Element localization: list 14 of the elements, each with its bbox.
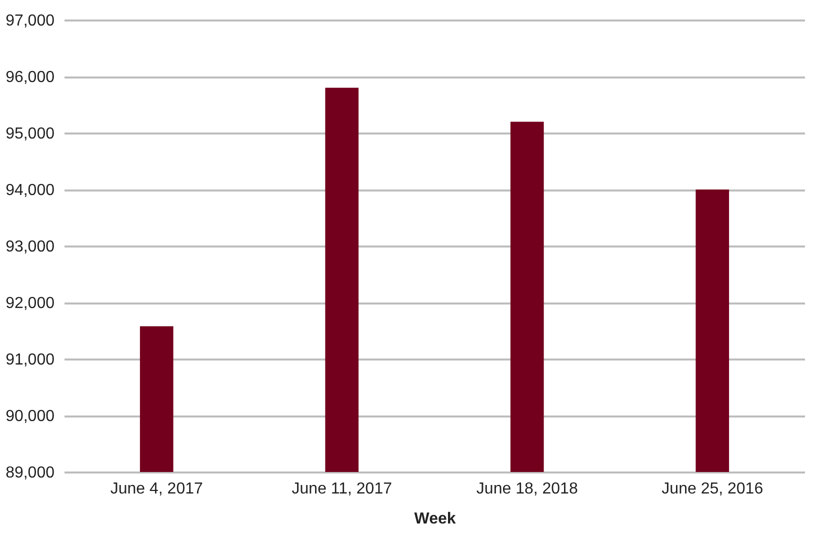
x-axis-title: Week bbox=[414, 510, 456, 528]
y-tick-label: 97,000 bbox=[6, 12, 55, 30]
y-tick-label: 89,000 bbox=[6, 464, 55, 482]
y-tick-label: 96,000 bbox=[6, 69, 55, 86]
y-tick-label: 91,000 bbox=[6, 352, 55, 368]
y-tick-label: 93,000 bbox=[6, 238, 55, 256]
x-tick-label: June 11, 2017 bbox=[292, 480, 392, 498]
y-tick-label: 92,000 bbox=[6, 295, 55, 312]
x-tick-label: June 25, 2016 bbox=[662, 480, 764, 498]
y-tick-label: 94,000 bbox=[6, 182, 55, 199]
y-tick-label: 95,000 bbox=[6, 126, 55, 142]
y-tick-label: 90,000 bbox=[6, 408, 55, 425]
x-tick-label: June 4, 2017 bbox=[110, 480, 203, 498]
x-tick-label: June 18, 2018 bbox=[476, 480, 578, 498]
